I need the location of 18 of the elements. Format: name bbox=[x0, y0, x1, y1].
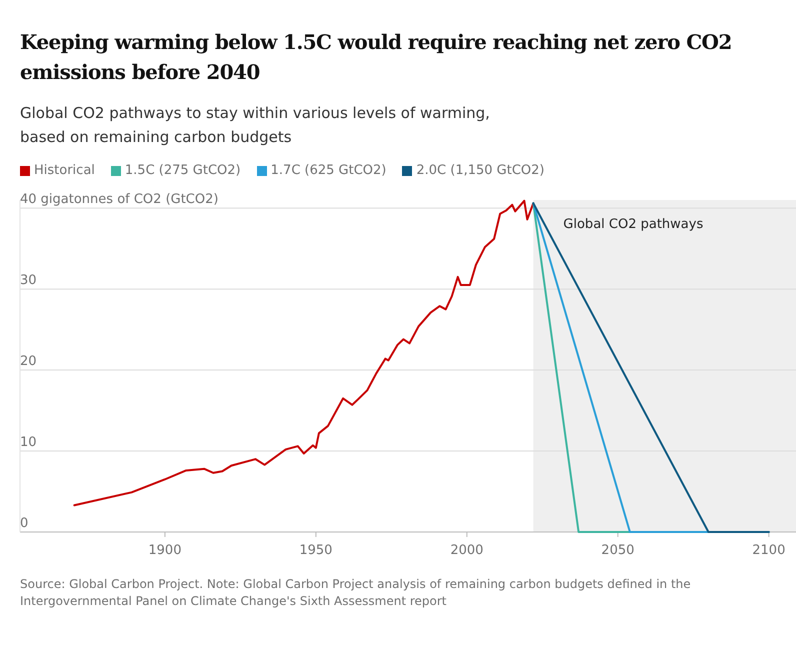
x-tick-label: 2050 bbox=[601, 543, 634, 558]
x-tick-label: 2000 bbox=[450, 543, 484, 558]
x-tick-label: 1900 bbox=[148, 543, 182, 558]
chart-subtitle: Global CO2 pathways to stay within various levels of warming, based on remaining carbon budgets bbox=[20, 103, 491, 148]
y-tick-label: 20 bbox=[20, 354, 37, 370]
source-note: Source: Global Carbon Project. Note: Global Carbon Project analysis of remaining carbon budgets defined in the Intergovernmental Panel on Climate Change's Sixth Assessment report bbox=[20, 576, 692, 610]
x-tick-label: 1950 bbox=[299, 543, 332, 558]
chart-title: Keeping warming below 1.5C would require reaching net zero CO2 emissions before 2040 bbox=[20, 29, 733, 86]
legend-label: 2.0C (1,150 GtCO2) bbox=[416, 163, 545, 178]
y-tick-label: 0 bbox=[20, 516, 28, 531]
y-tick-label: 10 bbox=[20, 435, 37, 450]
legend-label: 1.7C (625 GtCO2) bbox=[270, 163, 386, 178]
x-tick-label: 2100 bbox=[752, 543, 786, 558]
y-tick-label: 40 gigatonnes of CO2 (GtCO2) bbox=[20, 192, 218, 208]
legend-label: 1.5C (275 GtCO2) bbox=[124, 163, 241, 178]
band-label: Global CO2 pathways bbox=[563, 217, 704, 232]
legend-label: Historical bbox=[34, 163, 95, 178]
y-tick-label: 30 bbox=[20, 273, 37, 288]
